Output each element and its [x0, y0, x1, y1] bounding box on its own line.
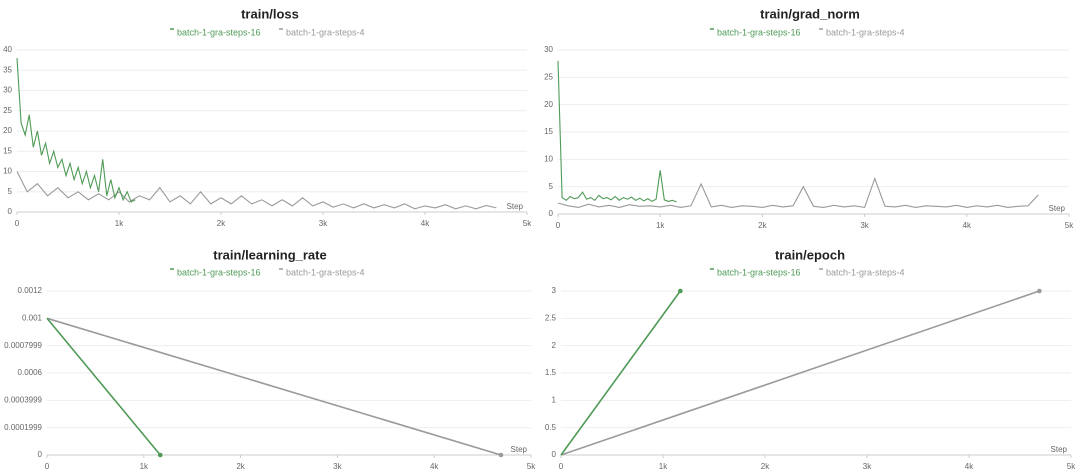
end-marker [678, 288, 683, 294]
x-tick-label: 4k [421, 219, 430, 228]
y-tick-label: 25 [544, 72, 553, 81]
x-axis-label: Step [1051, 445, 1068, 454]
y-tick-label: 2 [552, 341, 557, 350]
y-tick-label: 0.0012 [18, 286, 43, 295]
series-line [560, 290, 681, 456]
end-marker [498, 452, 504, 458]
series-line [46, 317, 161, 456]
x-tick-label: 5k [1065, 221, 1074, 230]
y-tick-label: 20 [3, 126, 12, 135]
x-tick-label: 2k [236, 462, 245, 471]
x-axis-label: Step [511, 445, 528, 454]
chart-title: train/learning_rate [213, 247, 326, 262]
x-tick-label: 0 [45, 462, 50, 471]
legend-label: batch-1-gra-steps-16 [177, 27, 261, 37]
y-tick-label: 0 [549, 209, 554, 218]
x-tick-label: 2k [758, 221, 767, 230]
chart-title: train/epoch [775, 247, 845, 262]
end-marker [1037, 288, 1042, 294]
series-line [46, 317, 502, 456]
y-tick-label: 10 [3, 167, 12, 176]
x-axis-label: Step [1049, 204, 1066, 213]
y-tick-label: 3 [552, 286, 557, 295]
y-tick-label: 5 [549, 182, 554, 191]
y-tick-label: 0 [552, 450, 557, 459]
x-tick-label: 3k [319, 219, 328, 228]
y-tick-label: 30 [544, 45, 553, 54]
x-tick-label: 1k [140, 462, 149, 471]
x-tick-label: 4k [963, 221, 972, 230]
x-tick-label: 0 [556, 221, 561, 230]
end-marker [157, 452, 163, 458]
x-tick-label: 3k [333, 462, 342, 471]
y-tick-label: 10 [544, 154, 553, 163]
y-tick-label: 5 [8, 187, 13, 196]
x-axis-label: Step [507, 202, 524, 211]
y-tick-label: 0 [38, 450, 43, 459]
x-tick-label: 2k [217, 219, 226, 228]
legend-label: batch-1-gra-steps-4 [286, 27, 365, 37]
y-tick-label: 0.0007999 [4, 341, 42, 350]
legend-label: batch-1-gra-steps-4 [286, 267, 365, 277]
y-tick-label: 2.5 [545, 313, 557, 322]
y-tick-label: 25 [3, 106, 12, 115]
x-tick-label: 4k [430, 462, 439, 471]
x-tick-label: 5k [523, 219, 532, 228]
y-tick-label: 0.5 [545, 423, 557, 432]
legend-label: batch-1-gra-steps-16 [717, 27, 801, 37]
legend-label: batch-1-gra-steps-4 [826, 267, 905, 277]
y-tick-label: 35 [3, 65, 12, 74]
y-tick-label: 0.0003999 [4, 395, 42, 404]
y-tick-label: 0.0001999 [4, 423, 42, 432]
series-line [560, 290, 1040, 456]
y-tick-label: 1 [552, 395, 557, 404]
x-tick-label: 0 [559, 462, 564, 471]
legend-label: batch-1-gra-steps-16 [717, 267, 801, 277]
series-line [16, 58, 136, 203]
legend-label: batch-1-gra-steps-16 [177, 267, 261, 277]
x-tick-label: 2k [761, 462, 770, 471]
y-tick-label: 0 [8, 207, 13, 216]
legend-label: batch-1-gra-steps-4 [826, 27, 905, 37]
chart-title: train/grad_norm [760, 6, 860, 21]
y-tick-label: 0.001 [22, 313, 43, 322]
series-line [557, 176, 1039, 209]
x-tick-label: 1k [659, 462, 668, 471]
y-tick-label: 15 [544, 127, 553, 136]
x-tick-label: 1k [115, 219, 124, 228]
x-tick-label: 5k [527, 462, 536, 471]
x-tick-label: 0 [15, 219, 20, 228]
y-tick-label: 0.0006 [18, 368, 43, 377]
x-tick-label: 5k [1067, 462, 1076, 471]
y-tick-label: 30 [3, 86, 12, 95]
y-tick-label: 1.5 [545, 368, 557, 377]
x-tick-label: 3k [863, 462, 872, 471]
series-line [16, 171, 497, 210]
y-tick-label: 15 [3, 146, 12, 155]
x-tick-label: 3k [860, 221, 869, 230]
series-line [557, 60, 677, 203]
y-tick-label: 40 [3, 45, 12, 54]
x-tick-label: 1k [656, 221, 665, 230]
chart-title: train/loss [241, 6, 299, 21]
y-tick-label: 20 [544, 100, 553, 109]
x-tick-label: 4k [965, 462, 974, 471]
